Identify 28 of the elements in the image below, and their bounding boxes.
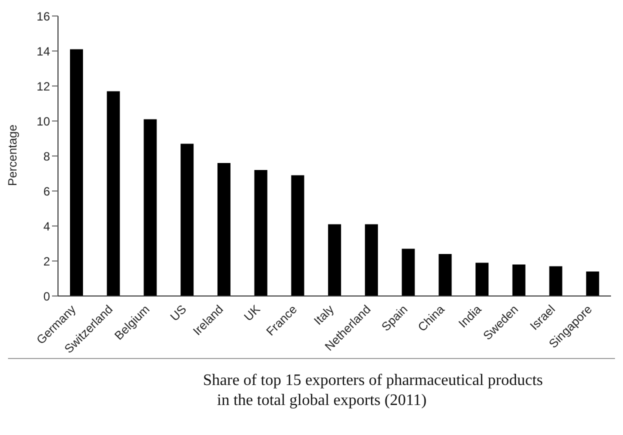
y-axis-title: Percentage bbox=[5, 124, 20, 186]
bar bbox=[476, 262, 489, 296]
y-tick-label: 6 bbox=[43, 184, 50, 198]
x-tick-label: UK bbox=[241, 302, 263, 324]
bar bbox=[586, 272, 600, 296]
bar bbox=[144, 119, 157, 296]
bar bbox=[512, 264, 526, 296]
y-tick-label: 4 bbox=[43, 219, 50, 234]
bar bbox=[106, 91, 120, 296]
y-tick-label: 8 bbox=[43, 149, 50, 164]
y-tick-label: 2 bbox=[43, 254, 50, 268]
x-tick-label: US bbox=[167, 302, 190, 324]
bar bbox=[70, 49, 83, 296]
bar bbox=[402, 248, 415, 296]
y-tick-label: 0 bbox=[43, 289, 50, 304]
text: Share of top 15 exporters of pharmaceutical products in the total global exports (2011) bbox=[203, 371, 544, 411]
bar bbox=[328, 224, 342, 296]
y-tick-label: 10 bbox=[36, 114, 50, 128]
bar bbox=[549, 266, 562, 296]
y-tick-label: 16 bbox=[36, 9, 50, 24]
bar bbox=[180, 144, 194, 296]
bar bbox=[254, 170, 268, 296]
bar bbox=[438, 254, 452, 296]
y-tick-label: 14 bbox=[36, 44, 50, 58]
bar bbox=[217, 163, 230, 296]
y-tick-label: 12 bbox=[36, 79, 50, 94]
bar bbox=[291, 175, 304, 296]
bar bbox=[364, 224, 378, 296]
